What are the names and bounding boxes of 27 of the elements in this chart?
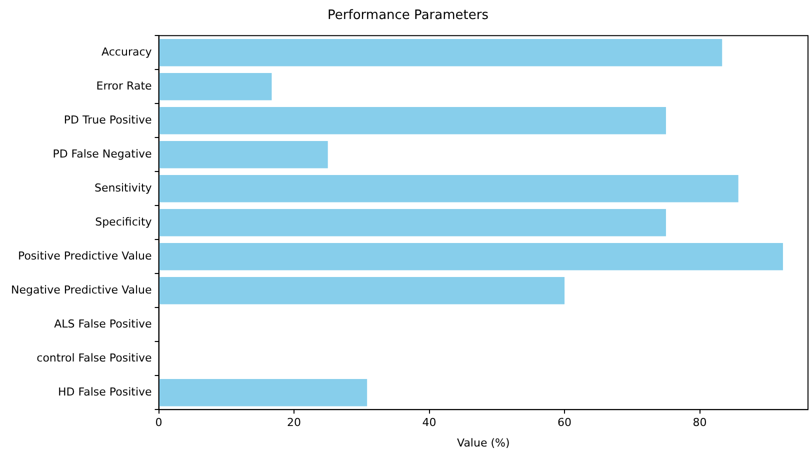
y-tick-label: Specificity xyxy=(95,215,152,228)
y-tick-label: ALS False Positive xyxy=(54,317,152,330)
bar xyxy=(159,209,666,236)
x-axis-title: Value (%) xyxy=(457,436,510,450)
bar xyxy=(159,277,565,304)
bar xyxy=(159,379,368,406)
bar xyxy=(159,141,328,168)
y-tick-label: control False Positive xyxy=(36,351,152,364)
bar xyxy=(159,39,722,66)
y-tick-label: Negative Predictive Value xyxy=(10,283,152,296)
bar xyxy=(159,73,272,100)
chart-title: Performance Parameters xyxy=(328,8,489,24)
y-tick-label: Accuracy xyxy=(102,45,152,58)
x-tick-label: 0 xyxy=(155,416,162,430)
bar xyxy=(159,175,738,202)
x-tick-label: 80 xyxy=(692,416,707,430)
y-tick-label: HD False Positive xyxy=(58,385,152,398)
y-tick-label: Sensitivity xyxy=(94,181,152,194)
bar xyxy=(159,243,783,270)
x-tick-label: 20 xyxy=(287,416,302,430)
y-tick-label: PD True Positive xyxy=(64,113,152,126)
bar xyxy=(159,107,666,134)
y-tick-label: PD False Negative xyxy=(52,147,152,160)
y-tick-label: Error Rate xyxy=(96,79,152,92)
x-tick-label: 60 xyxy=(558,416,572,430)
x-tick-label: 40 xyxy=(422,416,436,430)
y-tick-label: Positive Predictive Value xyxy=(18,249,152,262)
